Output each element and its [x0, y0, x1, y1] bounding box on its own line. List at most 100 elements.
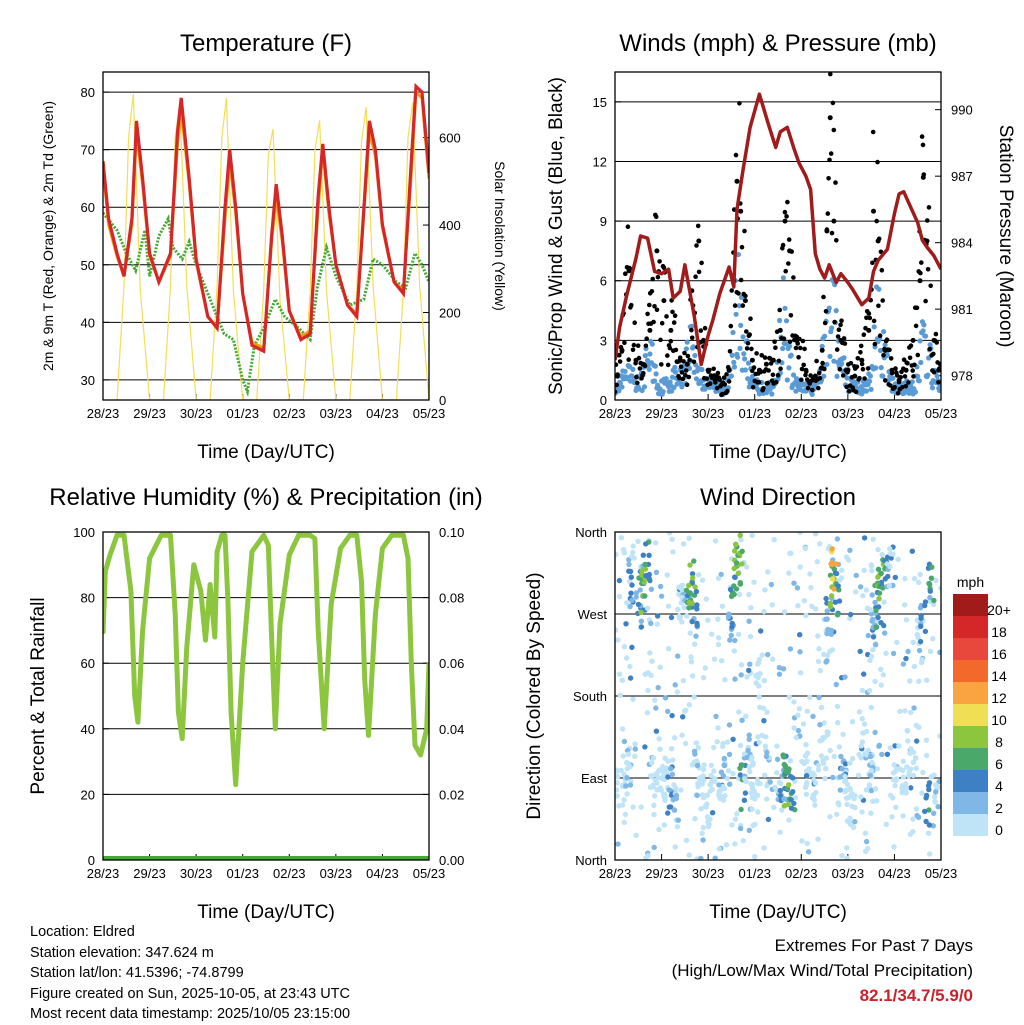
wind-point [740, 334, 746, 340]
direction-point [704, 792, 710, 798]
gust-point [739, 244, 745, 250]
direction-point [916, 724, 922, 730]
direction-point [787, 758, 794, 764]
direction-point [726, 751, 733, 758]
gust-point [880, 298, 885, 303]
direction-point [615, 627, 619, 633]
gust-point [717, 377, 722, 383]
direction-point [746, 591, 752, 598]
direction-point [734, 525, 739, 530]
gust-point [695, 223, 701, 229]
wind-point [674, 381, 680, 387]
gust-point [859, 357, 865, 363]
gust-point [659, 320, 665, 326]
direction-point [624, 775, 630, 781]
direction-point [926, 807, 932, 813]
direction-point [716, 846, 722, 852]
direction-point [911, 705, 917, 711]
x-tick-label: 01/23 [226, 866, 259, 881]
direction-point [911, 663, 918, 670]
direction-point [768, 581, 775, 588]
colorbar-swatch [953, 616, 988, 638]
gust-point [827, 115, 833, 121]
direction-point [627, 675, 634, 681]
direction-point [920, 769, 926, 776]
direction-point [922, 599, 929, 605]
direction-point [873, 624, 879, 630]
gust-point [889, 367, 895, 373]
y-tick-label: 9 [600, 214, 607, 229]
direction-point [715, 616, 721, 622]
direction-point [832, 599, 839, 605]
direction-point [896, 743, 902, 749]
direction-point [777, 829, 783, 835]
direction-point [827, 603, 834, 610]
direction-point [715, 641, 722, 648]
direction-point [743, 713, 749, 719]
direction-point [698, 806, 704, 812]
direction-point [788, 805, 795, 811]
direction-point [815, 836, 821, 842]
direction-point [771, 537, 777, 543]
direction-point [726, 722, 733, 728]
direction-point [620, 547, 627, 553]
direction-point [807, 694, 813, 700]
wind-point [844, 375, 850, 381]
direction-point [918, 623, 924, 629]
direction-point [687, 590, 693, 596]
direction-point [743, 778, 749, 785]
gust-point [852, 373, 858, 379]
direction-point [649, 658, 655, 664]
direction-point [635, 601, 642, 608]
wind-point [867, 373, 874, 379]
direction-point [722, 677, 728, 683]
wind-point [731, 359, 737, 365]
direction-point [859, 716, 865, 722]
wind-point [782, 305, 788, 311]
direction-point [699, 778, 706, 784]
direction-point [646, 552, 652, 558]
direction-point [923, 818, 929, 825]
gust-point [882, 378, 888, 383]
wind-point [917, 338, 923, 344]
colorbar-label: 20+ [987, 602, 1011, 618]
direction-point [818, 704, 825, 711]
direction-point [919, 657, 925, 663]
gust-point [871, 318, 877, 324]
extremes-title: Extremes For Past 7 Days [774, 936, 973, 955]
direction-point [769, 656, 776, 662]
direction-point [642, 744, 648, 750]
gust-point [742, 228, 747, 234]
direction-point [893, 804, 899, 810]
y-tick-label: 100 [73, 525, 95, 540]
direction-point [749, 532, 755, 539]
gust-point [836, 327, 842, 333]
direction-point [694, 762, 701, 769]
gust-point [812, 373, 818, 379]
direction-point [686, 599, 693, 606]
direction-point [738, 662, 745, 668]
direction-point [787, 646, 794, 652]
direction-point [658, 787, 664, 793]
wind-point [839, 361, 845, 367]
direction-point [914, 738, 920, 744]
direction-point [917, 571, 923, 578]
recent-timestamp: Most recent data timestamp: 2025/10/05 2… [30, 1006, 351, 1023]
direction-point [628, 574, 634, 580]
gust-point [906, 380, 911, 385]
gust-point [931, 351, 936, 357]
x-tick-label: 30/23 [180, 406, 213, 421]
gust-point [860, 366, 866, 372]
direction-point [904, 727, 910, 734]
wind-point [831, 358, 837, 364]
colorbar-label: 10 [991, 712, 1007, 728]
direction-point [776, 671, 783, 677]
y-tick-label: South [573, 689, 607, 704]
direction-point [824, 616, 830, 622]
gust-point [665, 362, 671, 368]
direction-point [700, 837, 706, 843]
direction-point [615, 780, 620, 786]
plot-frame [102, 531, 430, 861]
direction-point [860, 730, 867, 736]
direction-point [737, 772, 744, 778]
